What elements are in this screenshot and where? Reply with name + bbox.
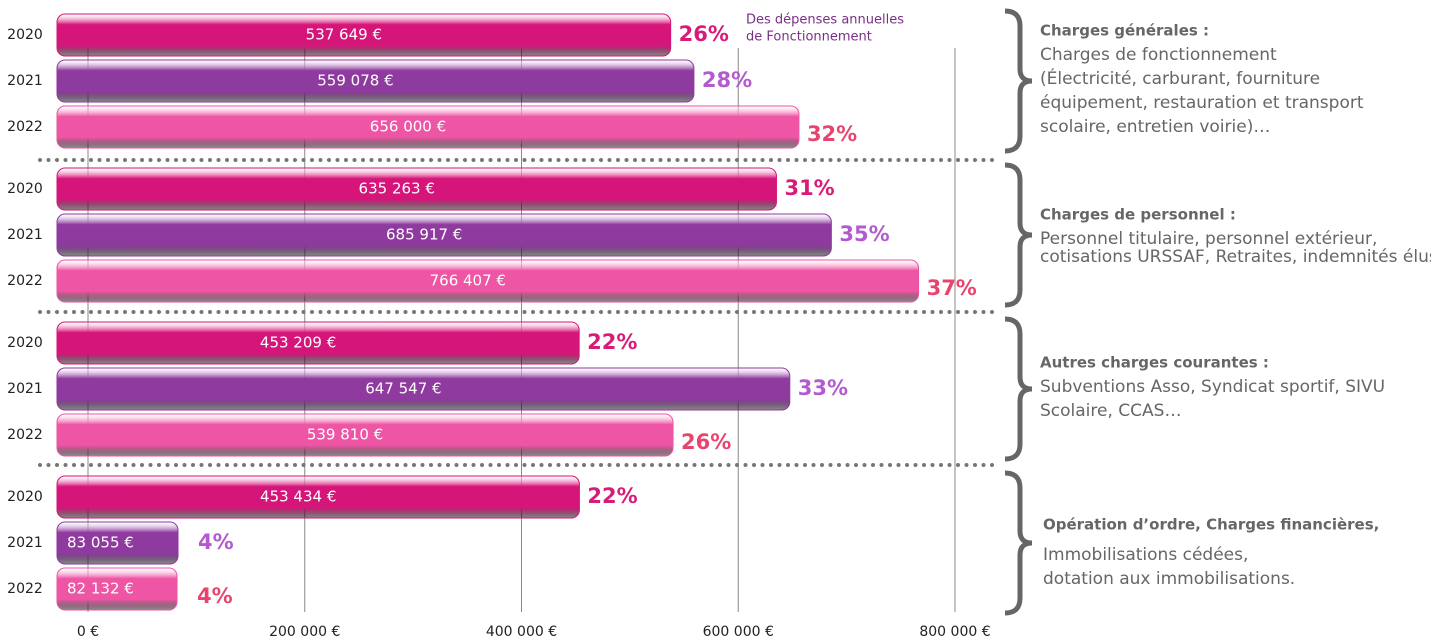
value-label: 635 263 € — [359, 180, 435, 198]
share-label: 28% — [702, 68, 752, 92]
share-label: 22% — [587, 330, 637, 354]
year-label: 2022 — [7, 427, 43, 443]
bar — [56, 105, 800, 149]
group-description: Charges de fonctionnement — [1040, 45, 1277, 65]
share-label: 32% — [807, 122, 857, 146]
value-label: 559 078 € — [317, 72, 393, 90]
year-label: 2022 — [7, 119, 43, 135]
share-label: 35% — [839, 222, 889, 246]
group-description: scolaire, entretien voirie)… — [1040, 117, 1270, 137]
bar — [56, 167, 777, 211]
group-title: Opération d’ordre, Charges financières, — [1043, 516, 1379, 534]
bar — [56, 259, 920, 303]
x-tick-label: 600 000 € — [703, 624, 774, 640]
group-description: Immobilisations cédées, — [1043, 545, 1248, 565]
group-description: cotisations URSSAF, Retraites, indemnité… — [1040, 247, 1431, 267]
group-description: équipement, restauration et transport — [1040, 93, 1364, 113]
share-label: 22% — [587, 484, 637, 508]
bar — [56, 567, 178, 611]
value-label: 656 000 € — [370, 118, 446, 136]
bar — [56, 59, 695, 103]
value-label: 83 055 € — [67, 534, 134, 552]
share-label: 37% — [927, 276, 977, 300]
share-label: 26% — [681, 430, 731, 454]
year-label: 2020 — [7, 335, 43, 351]
year-label: 2020 — [7, 489, 43, 505]
brace — [1004, 8, 1033, 154]
x-tick-label: 400 000 € — [486, 624, 557, 640]
year-label: 2022 — [7, 273, 43, 289]
share-label: 33% — [798, 376, 848, 400]
value-label: 685 917 € — [386, 226, 462, 244]
value-label: 766 407 € — [430, 272, 506, 290]
year-label: 2021 — [7, 227, 43, 243]
value-label: 539 810 € — [307, 426, 383, 444]
share-label: 26% — [679, 22, 729, 46]
group-description: Personnel titulaire, personnel extérieur… — [1040, 229, 1377, 249]
year-label: 2021 — [7, 535, 43, 551]
year-label: 2022 — [7, 581, 43, 597]
year-label: 2021 — [7, 73, 43, 89]
value-label: 537 649 € — [306, 26, 382, 44]
brace — [1004, 316, 1033, 462]
share-label: 4% — [197, 584, 233, 608]
group-description: Scolaire, CCAS… — [1040, 401, 1181, 421]
annotation: Des dépenses annuelles — [746, 13, 904, 28]
share-label: 4% — [198, 530, 234, 554]
group-description: Subventions Asso, Syndicat sportif, SIVU — [1040, 377, 1385, 397]
annotation: de Fonctionnement — [746, 30, 872, 45]
bar — [56, 475, 580, 519]
group-description: (Électricité, carburant, fourniture — [1040, 67, 1320, 89]
year-label: 2021 — [7, 381, 43, 397]
year-label: 2020 — [7, 181, 43, 197]
group-description: dotation aux immobilisations. — [1043, 569, 1295, 589]
x-tick-label: 800 000 € — [919, 624, 990, 640]
group-title: Charges de personnel : — [1040, 206, 1236, 224]
brace — [1004, 470, 1033, 616]
bar — [56, 367, 791, 411]
bar — [56, 521, 179, 565]
value-label: 453 434 € — [260, 488, 336, 506]
value-label: 647 547 € — [365, 380, 441, 398]
bar — [56, 213, 832, 257]
x-tick-label: 0 € — [77, 624, 99, 640]
brace — [1004, 162, 1033, 308]
x-tick-label: 200 000 € — [269, 624, 340, 640]
bar — [56, 13, 672, 57]
value-label: 453 209 € — [260, 334, 336, 352]
bar — [56, 321, 580, 365]
share-label: 31% — [784, 176, 834, 200]
year-label: 2020 — [7, 27, 43, 43]
group-title: Charges générales : — [1040, 22, 1209, 40]
value-label: 82 132 € — [67, 580, 134, 598]
bar — [56, 413, 674, 457]
group-title: Autres charges courantes : — [1040, 354, 1269, 372]
